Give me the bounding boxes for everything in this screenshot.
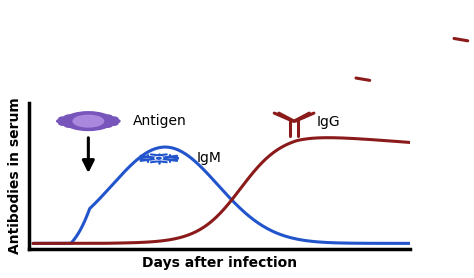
Circle shape: [93, 125, 103, 128]
Circle shape: [102, 115, 112, 119]
Circle shape: [156, 157, 161, 159]
Text: Antigen: Antigen: [133, 114, 187, 128]
Circle shape: [59, 121, 69, 125]
Circle shape: [59, 117, 69, 121]
Circle shape: [83, 113, 93, 117]
X-axis label: Days after infection: Days after infection: [142, 256, 297, 270]
Circle shape: [108, 117, 118, 121]
Circle shape: [73, 125, 83, 128]
Circle shape: [64, 123, 74, 127]
Circle shape: [57, 119, 67, 123]
Y-axis label: Antibodies in serum: Antibodies in serum: [9, 97, 22, 254]
Circle shape: [73, 115, 104, 127]
Circle shape: [102, 123, 112, 127]
Circle shape: [155, 157, 163, 160]
Circle shape: [64, 112, 113, 130]
Text: IgG: IgG: [317, 115, 340, 129]
Circle shape: [73, 114, 83, 118]
Circle shape: [93, 114, 103, 118]
Circle shape: [64, 115, 74, 119]
Circle shape: [108, 121, 118, 125]
Circle shape: [83, 125, 93, 129]
Circle shape: [110, 119, 120, 123]
Text: IgM: IgM: [197, 151, 222, 165]
